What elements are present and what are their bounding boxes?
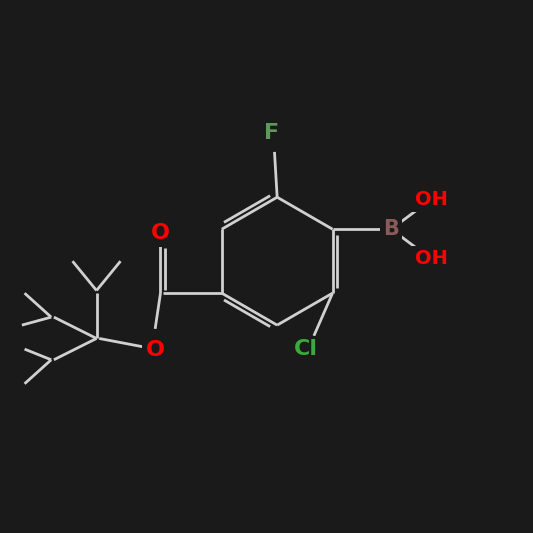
Text: OH: OH <box>415 190 448 209</box>
Text: O: O <box>146 340 165 360</box>
Text: B: B <box>383 219 399 239</box>
Text: Cl: Cl <box>294 339 318 359</box>
Text: OH: OH <box>415 249 448 268</box>
Text: O: O <box>151 223 170 244</box>
Text: F: F <box>264 123 279 143</box>
